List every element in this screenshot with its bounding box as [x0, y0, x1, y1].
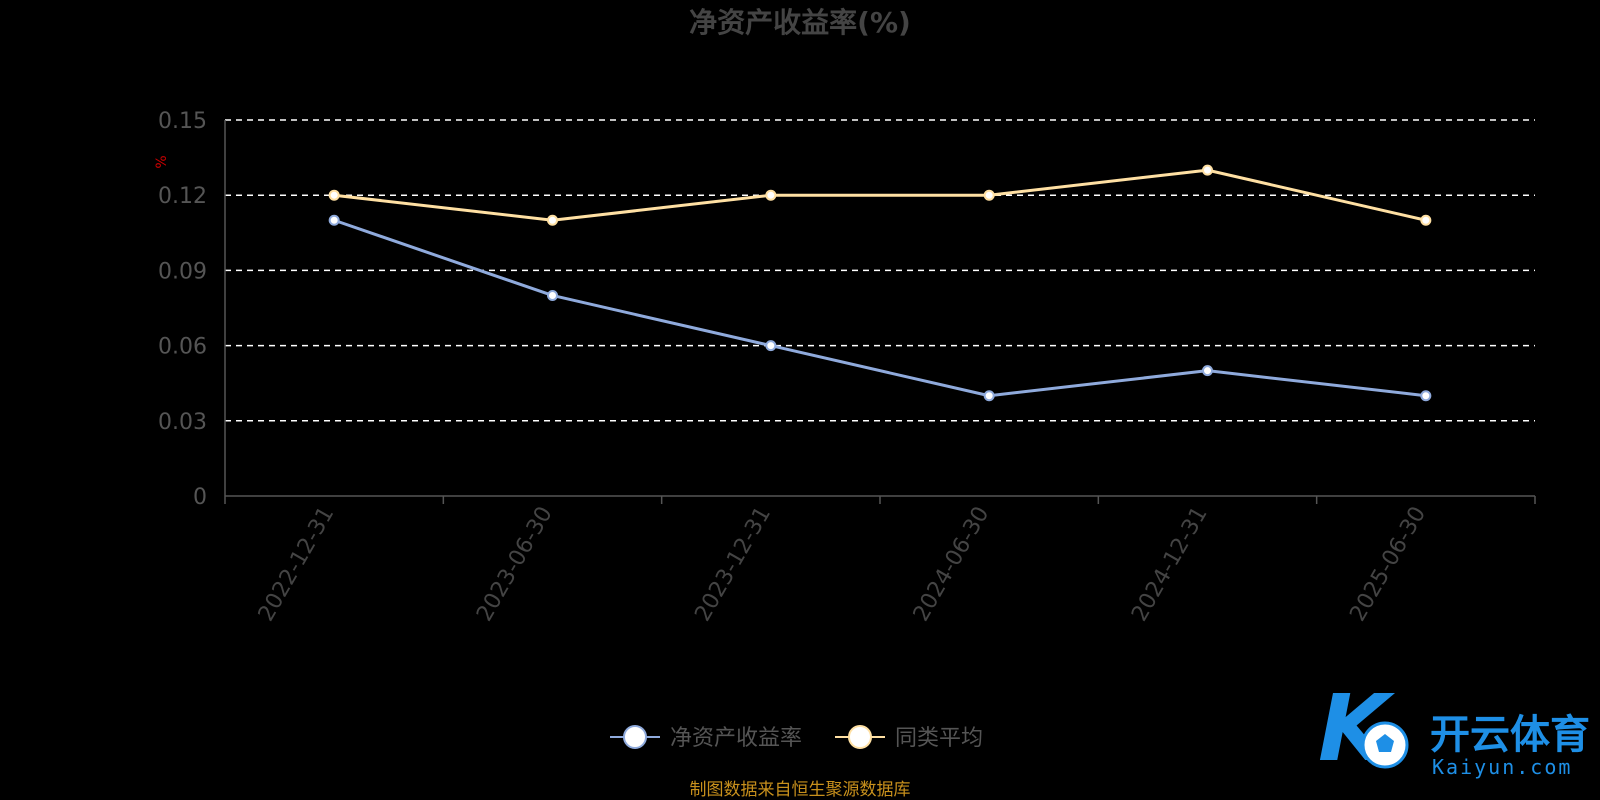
y-tick-label: 0.15 — [158, 109, 207, 134]
x-tick-label: 2024-06-30 — [909, 503, 995, 626]
legend-item-peer-average[interactable]: 同类平均 — [835, 725, 983, 751]
data-point — [1420, 390, 1432, 402]
y-axis-unit: % — [154, 155, 170, 168]
data-point — [547, 214, 558, 226]
y-tick-label: 0.09 — [158, 259, 207, 284]
series-layer — [328, 164, 1432, 402]
x-tick-label: 2024-12-31 — [1127, 503, 1213, 626]
data-point — [1420, 214, 1432, 226]
y-tick-label: 0.12 — [158, 184, 207, 209]
data-source-note: 制图数据来自恒生聚源数据库 — [690, 780, 911, 800]
data-point — [983, 189, 995, 201]
watermark-brand-cn: 开云体育 — [1430, 712, 1590, 758]
axes: 0 0.03 0.06 0.09 0.12 0.15 2022-12-31 2023-06-3… — [158, 109, 1536, 626]
x-tick-label: 2023-06-30 — [472, 503, 558, 626]
legend-marker-roe — [623, 725, 647, 749]
data-point — [1202, 365, 1213, 377]
legend-marker-peer-average — [848, 725, 872, 749]
data-point — [765, 340, 777, 352]
k-football-logo-icon: K — [1318, 675, 1409, 782]
legend-item-roe[interactable]: 净资产收益率 — [610, 725, 802, 751]
series-line-1 — [333, 168, 1427, 222]
x-tick-label: 2023-12-31 — [690, 503, 776, 626]
data-point — [328, 214, 340, 226]
data-point — [765, 189, 777, 201]
data-point — [547, 289, 558, 301]
chart-title: 净资产收益率(%) — [689, 6, 911, 39]
data-point — [1202, 164, 1213, 176]
y-tick-label: 0.06 — [158, 335, 207, 360]
series-line-0 — [333, 218, 1427, 398]
y-tick-label: 0.03 — [158, 410, 207, 435]
watermark-brand-en: Kaiyun.com — [1432, 755, 1572, 779]
y-tick-label: 0 — [193, 485, 207, 510]
legend-label-peer-average: 同类平均 — [895, 726, 983, 751]
data-point — [328, 189, 340, 201]
x-tick-label: 2022-12-31 — [254, 503, 340, 626]
watermark: K 开云体育 Kaiyun.com — [1318, 675, 1590, 782]
x-tick-label: 2025-06-30 — [1345, 503, 1431, 626]
legend-label-roe: 净资产收益率 — [670, 726, 802, 751]
grid-lines — [225, 119, 1535, 422]
data-point — [983, 390, 995, 402]
legend[interactable]: 净资产收益率 同类平均 — [610, 725, 983, 751]
